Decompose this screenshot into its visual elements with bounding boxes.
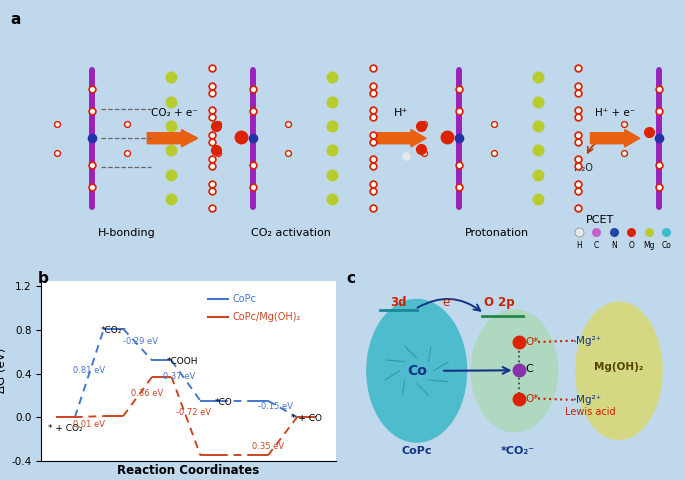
Text: -0.29 eV: -0.29 eV — [123, 337, 158, 347]
Text: 3d: 3d — [390, 296, 406, 309]
Text: e⁻: e⁻ — [442, 296, 456, 309]
Text: Co: Co — [661, 241, 671, 250]
Text: C: C — [525, 364, 534, 374]
FancyArrow shape — [147, 130, 197, 147]
Text: Mg(OH)₂: Mg(OH)₂ — [594, 362, 644, 372]
X-axis label: Reaction Coordinates: Reaction Coordinates — [117, 464, 260, 477]
Text: C: C — [594, 241, 599, 250]
Text: * + CO₂: * + CO₂ — [48, 424, 83, 432]
Text: 0.01 eV: 0.01 eV — [73, 420, 105, 429]
Text: Mg²⁺: Mg²⁺ — [576, 336, 601, 346]
Text: -0.15 eV: -0.15 eV — [258, 402, 292, 411]
Ellipse shape — [471, 309, 558, 432]
Text: * + CO: * + CO — [291, 414, 322, 423]
Text: N: N — [611, 241, 616, 250]
Text: CoPc/Mg(OH)₂: CoPc/Mg(OH)₂ — [233, 312, 301, 322]
FancyArrow shape — [377, 130, 426, 147]
Ellipse shape — [575, 301, 662, 440]
Text: CoPc: CoPc — [233, 294, 257, 304]
Text: H₂O: H₂O — [574, 163, 593, 173]
Text: CO₂ activation: CO₂ activation — [251, 228, 331, 238]
Text: *CO₂⁻: *CO₂⁻ — [501, 446, 535, 456]
Text: 0.35 eV: 0.35 eV — [252, 442, 284, 451]
Ellipse shape — [366, 299, 467, 443]
Text: O: O — [628, 241, 634, 250]
Text: H⁺: H⁺ — [395, 108, 408, 118]
Text: a: a — [10, 12, 21, 26]
Text: CO₂ + e⁻: CO₂ + e⁻ — [151, 108, 198, 118]
Text: 0.36 eV: 0.36 eV — [132, 389, 164, 397]
Text: H⁺ + e⁻: H⁺ + e⁻ — [595, 108, 635, 118]
Text: CoPc: CoPc — [401, 446, 432, 456]
Text: c: c — [346, 271, 355, 286]
Text: *CO: *CO — [215, 397, 233, 407]
Text: H-bonding: H-bonding — [98, 228, 155, 238]
Text: 0.81 eV: 0.81 eV — [73, 366, 105, 375]
Text: *COOH: *COOH — [166, 357, 198, 366]
Text: PCET: PCET — [586, 215, 614, 225]
Text: *CO₂⁻: *CO₂⁻ — [101, 325, 127, 335]
Text: Mg²⁺: Mg²⁺ — [576, 395, 601, 405]
Text: Protonation: Protonation — [464, 228, 529, 238]
Text: O*: O* — [525, 337, 539, 347]
Text: O*: O* — [525, 394, 539, 404]
Text: O 2p: O 2p — [484, 296, 514, 309]
Text: Lewis acid: Lewis acid — [565, 407, 616, 417]
Y-axis label: ΔG (eV): ΔG (eV) — [0, 348, 8, 394]
FancyArrow shape — [590, 130, 640, 147]
Text: b: b — [38, 271, 49, 286]
Text: -0.72 eV: -0.72 eV — [175, 408, 211, 417]
Text: Mg: Mg — [643, 241, 654, 250]
Text: Co: Co — [407, 364, 427, 378]
Text: -0.37 eV: -0.37 eV — [160, 372, 196, 381]
Text: H: H — [576, 241, 582, 250]
